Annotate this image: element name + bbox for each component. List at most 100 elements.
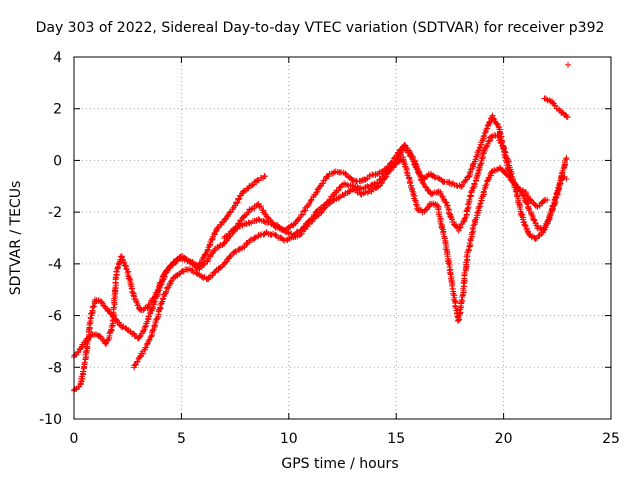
data-point-marker: [342, 181, 349, 188]
data-point-marker: [226, 209, 233, 216]
data-point-marker: [552, 193, 559, 200]
x-tick-label: 5: [177, 431, 186, 447]
data-point-marker: [122, 262, 129, 269]
data-point-marker: [163, 288, 170, 295]
data-point-marker: [364, 183, 371, 190]
data-point-marker: [393, 159, 400, 166]
data-point-marker: [155, 286, 162, 293]
data-point-marker: [476, 203, 483, 210]
data-point-marker: [149, 327, 156, 334]
data-point-marker: [458, 296, 465, 303]
y-tick-label: 2: [53, 102, 62, 118]
data-point-marker: [469, 161, 476, 168]
y-tick-label: -6: [48, 309, 62, 325]
data-point-marker: [155, 283, 162, 290]
data-point-marker: [261, 173, 268, 180]
data-point-marker: [179, 267, 186, 274]
data-point-marker: [368, 182, 375, 189]
data-point-marker: [214, 225, 221, 232]
data-point-marker: [502, 152, 509, 159]
plot-frame: [73, 56, 612, 420]
data-point-marker: [518, 212, 525, 219]
data-point-marker: [232, 248, 239, 255]
data-point-marker: [519, 211, 526, 218]
data-point-marker: [461, 178, 468, 185]
data-point-marker: [405, 175, 412, 182]
data-point-marker: [495, 133, 502, 140]
data-point-marker: [468, 188, 475, 195]
data-point-marker: [466, 196, 473, 203]
chart-title: Day 303 of 2022, Sidereal Day-to-day VTE…: [35, 20, 605, 36]
data-point-marker: [490, 115, 497, 122]
data-point-marker: [477, 200, 484, 207]
data-point-marker: [141, 305, 148, 312]
data-point-marker: [477, 160, 484, 167]
data-point-marker: [119, 324, 126, 331]
data-point-marker: [461, 215, 468, 222]
data-point-marker: [300, 224, 307, 231]
data-point-marker: [248, 182, 255, 189]
data-point-marker: [403, 169, 410, 176]
y-tick-label: 4: [53, 50, 62, 66]
series-track-4: [221, 131, 570, 242]
data-point-marker: [495, 123, 502, 130]
data-point-marker: [452, 305, 459, 312]
data-point-marker: [406, 147, 413, 154]
data-point-marker: [285, 229, 292, 236]
data-point-marker: [134, 358, 141, 365]
data-point-marker: [554, 189, 561, 196]
data-point-marker: [145, 337, 152, 344]
y-tick-label: 0: [53, 153, 62, 169]
data-point-marker: [497, 139, 504, 146]
data-point-marker: [438, 225, 445, 232]
data-point-marker: [465, 201, 472, 208]
data-point-marker: [311, 211, 318, 218]
x-tick-label: 10: [280, 431, 298, 447]
data-point-marker: [395, 153, 402, 160]
data-point-marker: [200, 274, 207, 281]
data-point-marker: [255, 216, 262, 223]
y-tick-label: -10: [39, 412, 62, 428]
data-point-marker: [131, 362, 138, 369]
x-axis-label: GPS time / hours: [281, 456, 399, 472]
data-point-marker: [165, 284, 172, 291]
data-point-marker: [326, 197, 333, 204]
data-point-marker: [420, 180, 427, 187]
data-point-marker: [140, 327, 147, 334]
data-point-marker: [543, 96, 550, 103]
data-point-marker: [484, 140, 491, 147]
data-point-marker: [214, 243, 221, 250]
data-point-marker: [462, 177, 469, 184]
data-point-marker: [227, 253, 234, 260]
data-point-marker: [409, 153, 416, 160]
data-point-marker: [238, 221, 245, 228]
series-track-6: [565, 61, 572, 68]
data-point-marker: [528, 211, 535, 218]
data-point-marker: [564, 114, 571, 121]
data-point-marker: [251, 234, 258, 241]
data-point-marker: [520, 192, 527, 199]
data-point-marker: [246, 237, 253, 244]
data-point-marker: [417, 176, 424, 183]
data-point-marker: [173, 258, 180, 265]
x-tick-label: 25: [602, 431, 620, 447]
data-point-marker: [470, 184, 477, 191]
data-point-marker: [362, 189, 369, 196]
y-tick-label: -4: [48, 257, 62, 273]
data-point-marker: [339, 191, 346, 198]
data-point-marker: [80, 368, 87, 375]
data-point-marker: [411, 157, 418, 164]
data-series: [70, 61, 572, 394]
data-point-marker: [200, 254, 207, 261]
data-point-marker: [563, 113, 570, 120]
data-point-marker: [524, 199, 531, 206]
data-point-marker: [532, 235, 539, 242]
data-point-marker: [544, 197, 551, 204]
data-point-marker: [476, 144, 483, 151]
data-point-marker: [409, 188, 416, 195]
data-point-marker: [525, 205, 532, 212]
data-point-marker: [431, 173, 438, 180]
data-point-marker: [413, 201, 420, 208]
data-point-marker: [153, 289, 160, 296]
